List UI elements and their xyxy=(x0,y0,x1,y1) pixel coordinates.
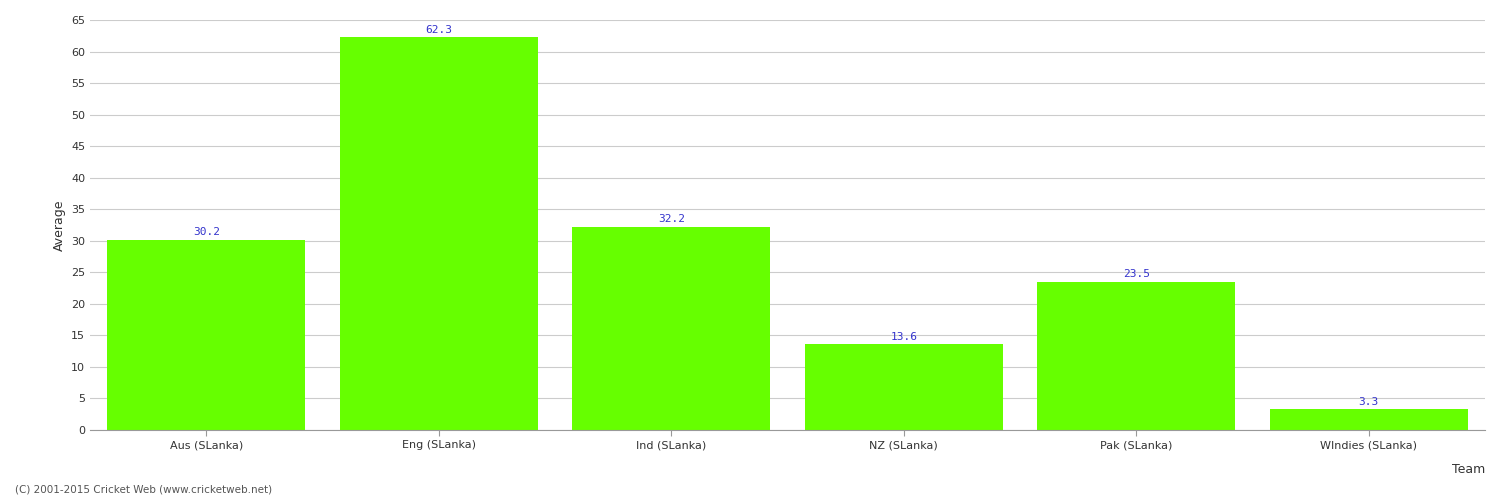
Text: Team: Team xyxy=(1452,463,1485,476)
Text: 23.5: 23.5 xyxy=(1122,269,1149,279)
Bar xyxy=(573,227,770,430)
Text: (C) 2001-2015 Cricket Web (www.cricketweb.net): (C) 2001-2015 Cricket Web (www.cricketwe… xyxy=(15,485,272,495)
Text: 32.2: 32.2 xyxy=(657,214,684,224)
Bar xyxy=(108,240,304,430)
Bar xyxy=(806,344,1002,430)
Bar xyxy=(1038,282,1234,430)
Bar xyxy=(340,37,537,430)
Text: 62.3: 62.3 xyxy=(426,24,453,34)
Bar xyxy=(1270,409,1467,430)
Text: 3.3: 3.3 xyxy=(1359,396,1378,406)
Text: 30.2: 30.2 xyxy=(192,227,219,237)
Text: 13.6: 13.6 xyxy=(891,332,916,342)
Y-axis label: Average: Average xyxy=(53,199,66,251)
